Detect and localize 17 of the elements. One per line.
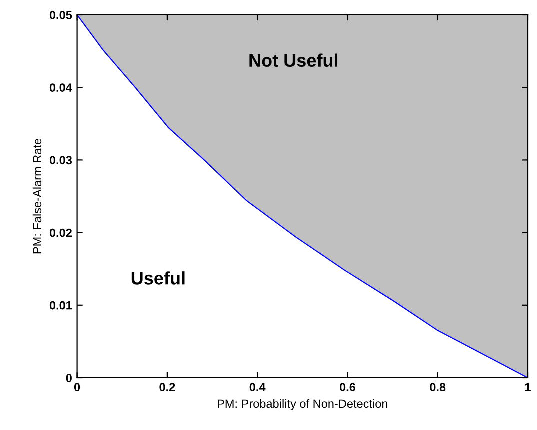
annotation: Useful xyxy=(132,272,185,285)
y-tick-label: 0 xyxy=(66,374,72,382)
y-tick-label: 0.01 xyxy=(50,301,72,310)
y-tick-label: 0.04 xyxy=(50,84,72,92)
x-axis-title: PM: Probability of Non-Detection xyxy=(218,399,388,410)
x-tick-label: 1 xyxy=(525,383,531,392)
y-tick-label: 0.03 xyxy=(50,156,72,165)
y-tick-label: 0.02 xyxy=(50,228,72,238)
y-axis-title: PM: False-Alarm Rate xyxy=(32,138,42,254)
y-tick-label: 0.05 xyxy=(50,11,72,20)
x-tick-label: 0 xyxy=(74,383,80,392)
x-tick-label: 0.6 xyxy=(340,383,356,392)
x-tick-label: 0.2 xyxy=(160,383,176,392)
x-tick-label: 0.8 xyxy=(430,383,446,392)
x-tick-label: 0.4 xyxy=(250,383,266,392)
line-series xyxy=(77,15,528,378)
annotation: Not Useful xyxy=(250,54,338,68)
